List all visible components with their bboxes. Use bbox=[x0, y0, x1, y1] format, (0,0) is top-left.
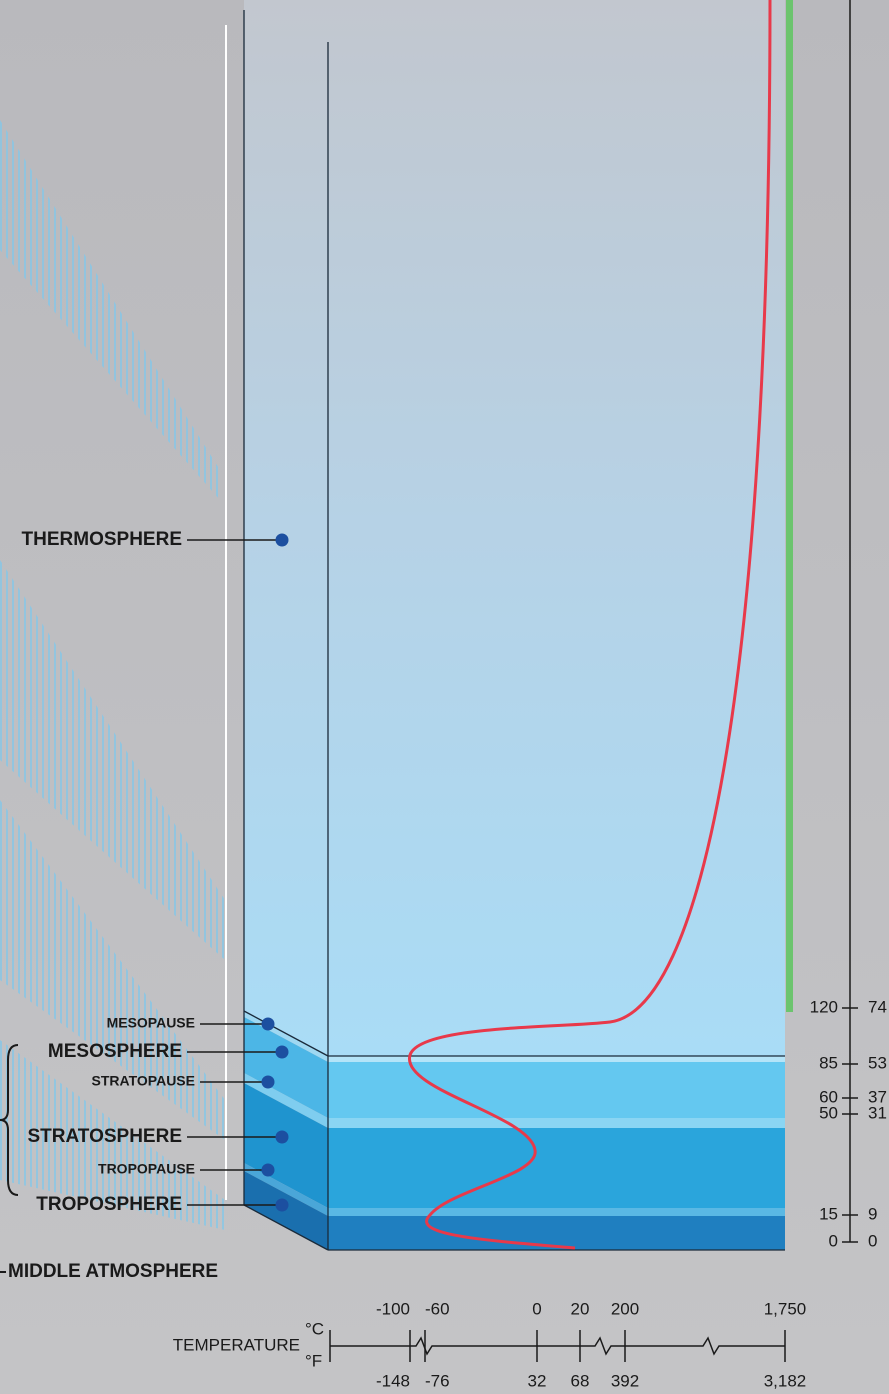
temperature-axis bbox=[329, 1330, 785, 1362]
altitude-mi-label: 0 bbox=[868, 1231, 877, 1250]
layer-dot bbox=[275, 1198, 289, 1212]
brace bbox=[0, 1044, 19, 1196]
hatching bbox=[0, 120, 225, 1230]
layer-label: MESOPAUSE bbox=[107, 1015, 195, 1031]
box-edges bbox=[243, 10, 785, 1251]
layer-label: TROPOPAUSE bbox=[98, 1161, 195, 1177]
temperature-title: TEMPERATURE bbox=[173, 1335, 300, 1354]
fahrenheit-label: -148 bbox=[376, 1371, 410, 1390]
fahrenheit-unit: °F bbox=[305, 1351, 322, 1370]
altitude-km-label: 15 bbox=[819, 1204, 838, 1223]
altitude-km-label: 120 bbox=[810, 997, 838, 1016]
fahrenheit-label: 32 bbox=[528, 1371, 547, 1390]
layer-label: THERMOSPHERE bbox=[22, 529, 182, 550]
fahrenheit-label: 3,182 bbox=[764, 1371, 807, 1390]
layers-front bbox=[328, 1056, 785, 1250]
altitude-mi-label: 53 bbox=[868, 1053, 887, 1072]
layer-label: STRATOSPHERE bbox=[28, 1126, 183, 1147]
celsius-label: -100 bbox=[376, 1299, 410, 1318]
altitude-km-label: 50 bbox=[819, 1103, 838, 1122]
layer-label: MIDDLE ATMOSPHERE bbox=[8, 1261, 218, 1282]
temperature-curve bbox=[408, 0, 772, 1250]
green-bar bbox=[786, 0, 793, 1012]
altitude-mi-label: 37 bbox=[868, 1087, 887, 1106]
layer-dot bbox=[275, 1045, 289, 1059]
altitude-mi-label: 31 bbox=[868, 1103, 887, 1122]
layer-dot bbox=[261, 1017, 275, 1031]
celsius-label: -60 bbox=[425, 1299, 450, 1318]
celsius-unit: °C bbox=[305, 1319, 324, 1338]
altitude-mi-label: 74 bbox=[868, 997, 887, 1016]
layer-dot bbox=[261, 1163, 275, 1177]
celsius-label: 0 bbox=[532, 1299, 541, 1318]
altitude-km-label: 60 bbox=[819, 1087, 838, 1106]
celsius-label: 1,750 bbox=[764, 1299, 807, 1318]
layer-dot bbox=[275, 533, 289, 547]
fahrenheit-label: -76 bbox=[425, 1371, 450, 1390]
layer-label: TROPOSPHERE bbox=[36, 1194, 182, 1215]
fahrenheit-label: 392 bbox=[611, 1371, 639, 1390]
altitude-mi-label: 9 bbox=[868, 1204, 877, 1223]
layer-label: STRATOPAUSE bbox=[92, 1073, 195, 1089]
altitude-km-label: 85 bbox=[819, 1053, 838, 1072]
layer-dot bbox=[275, 1130, 289, 1144]
fahrenheit-label: 68 bbox=[571, 1371, 590, 1390]
layer-label: MESOSPHERE bbox=[48, 1041, 182, 1062]
celsius-label: 200 bbox=[611, 1299, 639, 1318]
altitude-km-label: 0 bbox=[829, 1231, 838, 1250]
celsius-label: 20 bbox=[571, 1299, 590, 1318]
layer-dot bbox=[261, 1075, 275, 1089]
thermosphere-fill bbox=[244, 0, 785, 1056]
